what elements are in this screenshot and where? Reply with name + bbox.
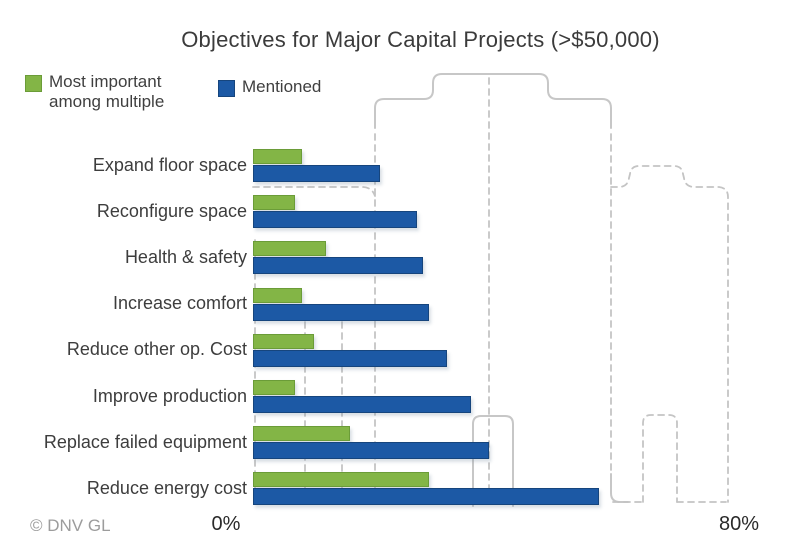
bar-mentioned <box>253 349 447 367</box>
category-label: Increase comfort <box>112 293 247 314</box>
right-building-door-dashed <box>642 414 678 503</box>
bar-most-important <box>253 472 429 488</box>
legend-item-most-important: Most important among multiple <box>25 72 164 112</box>
legend-item-mentioned: Mentioned <box>218 77 321 97</box>
category-label: Replace failed equipment <box>43 431 247 452</box>
bar-most-important <box>253 333 314 349</box>
bar-most-important <box>253 241 326 257</box>
category-label: Health & safety <box>124 246 247 267</box>
bar-most-important <box>253 195 295 211</box>
legend-label-mentioned: Mentioned <box>242 77 322 96</box>
bar-mentioned <box>253 442 489 460</box>
x-axis-min-label: 0% <box>211 513 241 535</box>
building-roof-outline <box>374 73 612 129</box>
watermark: © DNV GL <box>30 516 111 535</box>
bar-most-important <box>253 287 302 303</box>
bar-mentioned <box>253 396 471 413</box>
category-label: Reduce other op. Cost <box>66 339 247 360</box>
category-label: Improve production <box>92 385 247 406</box>
left-building-roof-dashed <box>252 186 376 197</box>
bar-mentioned <box>253 211 417 229</box>
building-base-corner <box>610 473 629 503</box>
bar-most-important <box>253 149 302 164</box>
legend-label-line2: among multiple <box>49 92 165 111</box>
bar-mentioned <box>253 257 423 275</box>
right-building-outline-dashed <box>610 165 729 503</box>
category-label: Expand floor space <box>92 154 247 175</box>
building-door-outline <box>472 415 514 507</box>
legend-label-line1: Most important <box>49 72 162 91</box>
bar-most-important <box>253 380 295 395</box>
category-label: Reconfigure space <box>96 200 247 221</box>
chart-title: Objectives for Major Capital Projects (>… <box>181 27 660 52</box>
legend-label-most-important: Most important among multiple <box>49 72 164 112</box>
bar-mentioned <box>253 488 599 506</box>
blue-swatch-icon <box>218 80 235 97</box>
x-axis-max-label: 80% <box>718 513 760 535</box>
category-label: Reduce energy cost <box>86 477 247 498</box>
green-swatch-icon <box>25 75 42 92</box>
bar-mentioned <box>253 165 380 182</box>
bar-mentioned <box>253 303 429 321</box>
bar-most-important <box>253 426 350 442</box>
